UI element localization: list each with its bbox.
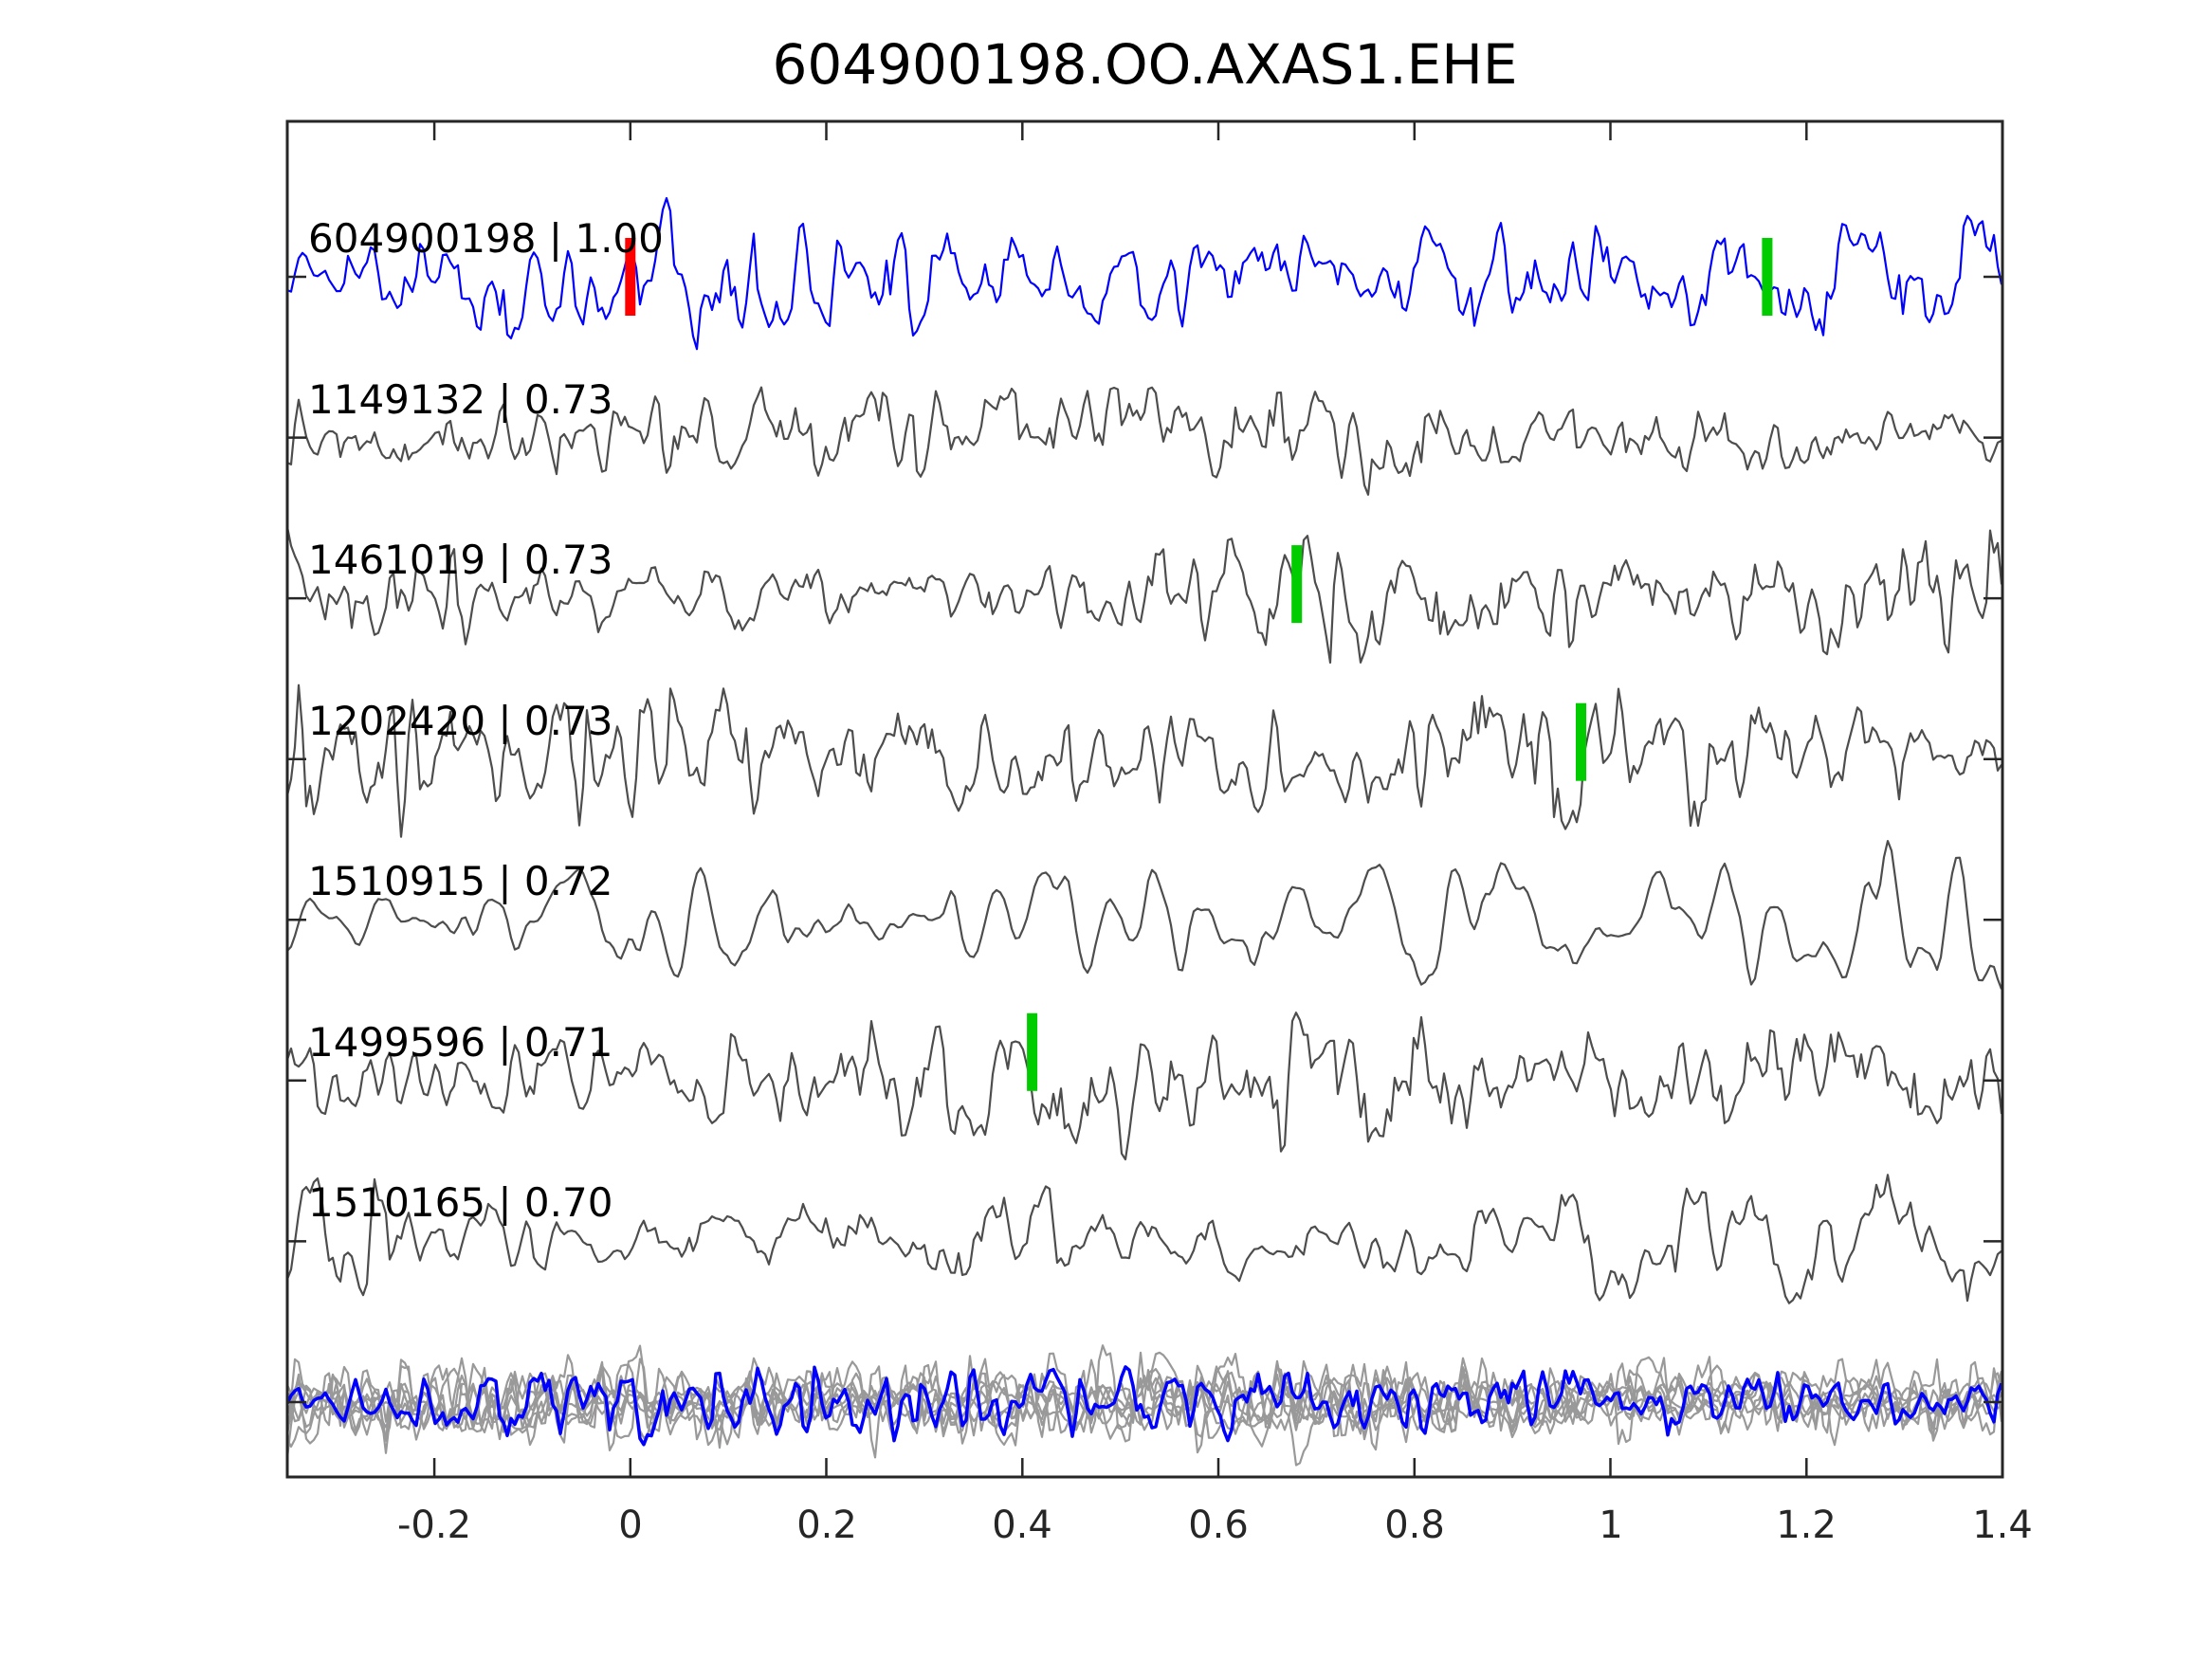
stack-trace bbox=[287, 1358, 2002, 1438]
x-tick-label: 1.4 bbox=[1972, 1504, 2033, 1547]
pick-marker bbox=[1027, 1012, 1038, 1091]
waveform-trace bbox=[287, 840, 2002, 990]
waveform-trace bbox=[287, 684, 2002, 838]
trace-label: 604900198 | 1.00 bbox=[308, 215, 664, 262]
axes-frame bbox=[285, 119, 2004, 1479]
pick-marker bbox=[1576, 702, 1586, 781]
pick-marker bbox=[1762, 238, 1773, 316]
x-tick-labels: -0.2 0 0.2 0.4 0.6 0.8 1 1.2 1.4 bbox=[397, 1504, 2033, 1547]
pick-markers bbox=[625, 238, 1773, 1091]
pick-marker bbox=[1291, 545, 1303, 624]
x-tick-label: 1 bbox=[1599, 1504, 1622, 1547]
trace-label: 1499596 | 0.71 bbox=[308, 1019, 612, 1066]
stack-trace bbox=[287, 1361, 2002, 1442]
stack-trace bbox=[287, 1354, 2002, 1449]
stack-trace bbox=[287, 1358, 2002, 1459]
waveform-trace bbox=[287, 1012, 2002, 1161]
pick-marker bbox=[625, 238, 636, 316]
x-tick-label: 0 bbox=[618, 1504, 642, 1547]
plot-frame bbox=[285, 119, 2004, 1479]
waveform-trace bbox=[287, 526, 2002, 664]
trace-label: 1461019 | 0.73 bbox=[308, 537, 612, 583]
waveform-trace bbox=[287, 1174, 2002, 1304]
x-tick-label: 0.8 bbox=[1384, 1504, 1445, 1547]
x-tick-label: -0.2 bbox=[397, 1504, 471, 1547]
waveform-trace bbox=[287, 386, 2002, 496]
x-tick-label: 1.2 bbox=[1776, 1504, 1837, 1547]
x-tick-label: 0.4 bbox=[992, 1504, 1052, 1547]
figure-title: 604900198.OO.AXAS1.EHE bbox=[772, 32, 1518, 97]
trace-paths bbox=[287, 196, 2002, 1467]
trace-label: 1202420 | 0.73 bbox=[308, 698, 612, 744]
trace-label: 1510915 | 0.72 bbox=[308, 858, 612, 904]
stack-highlight-trace bbox=[287, 1365, 2002, 1447]
trace-labels: 604900198 | 1.00 1149132 | 0.73 1461019 … bbox=[308, 215, 664, 1226]
trace-label: 1149132 | 0.73 bbox=[308, 376, 612, 423]
x-tick-label: 0.2 bbox=[796, 1504, 857, 1547]
trace-label: 1510165 | 0.70 bbox=[308, 1179, 612, 1226]
x-tick-label: 0.6 bbox=[1188, 1504, 1249, 1547]
waveform-trace bbox=[287, 196, 2002, 351]
